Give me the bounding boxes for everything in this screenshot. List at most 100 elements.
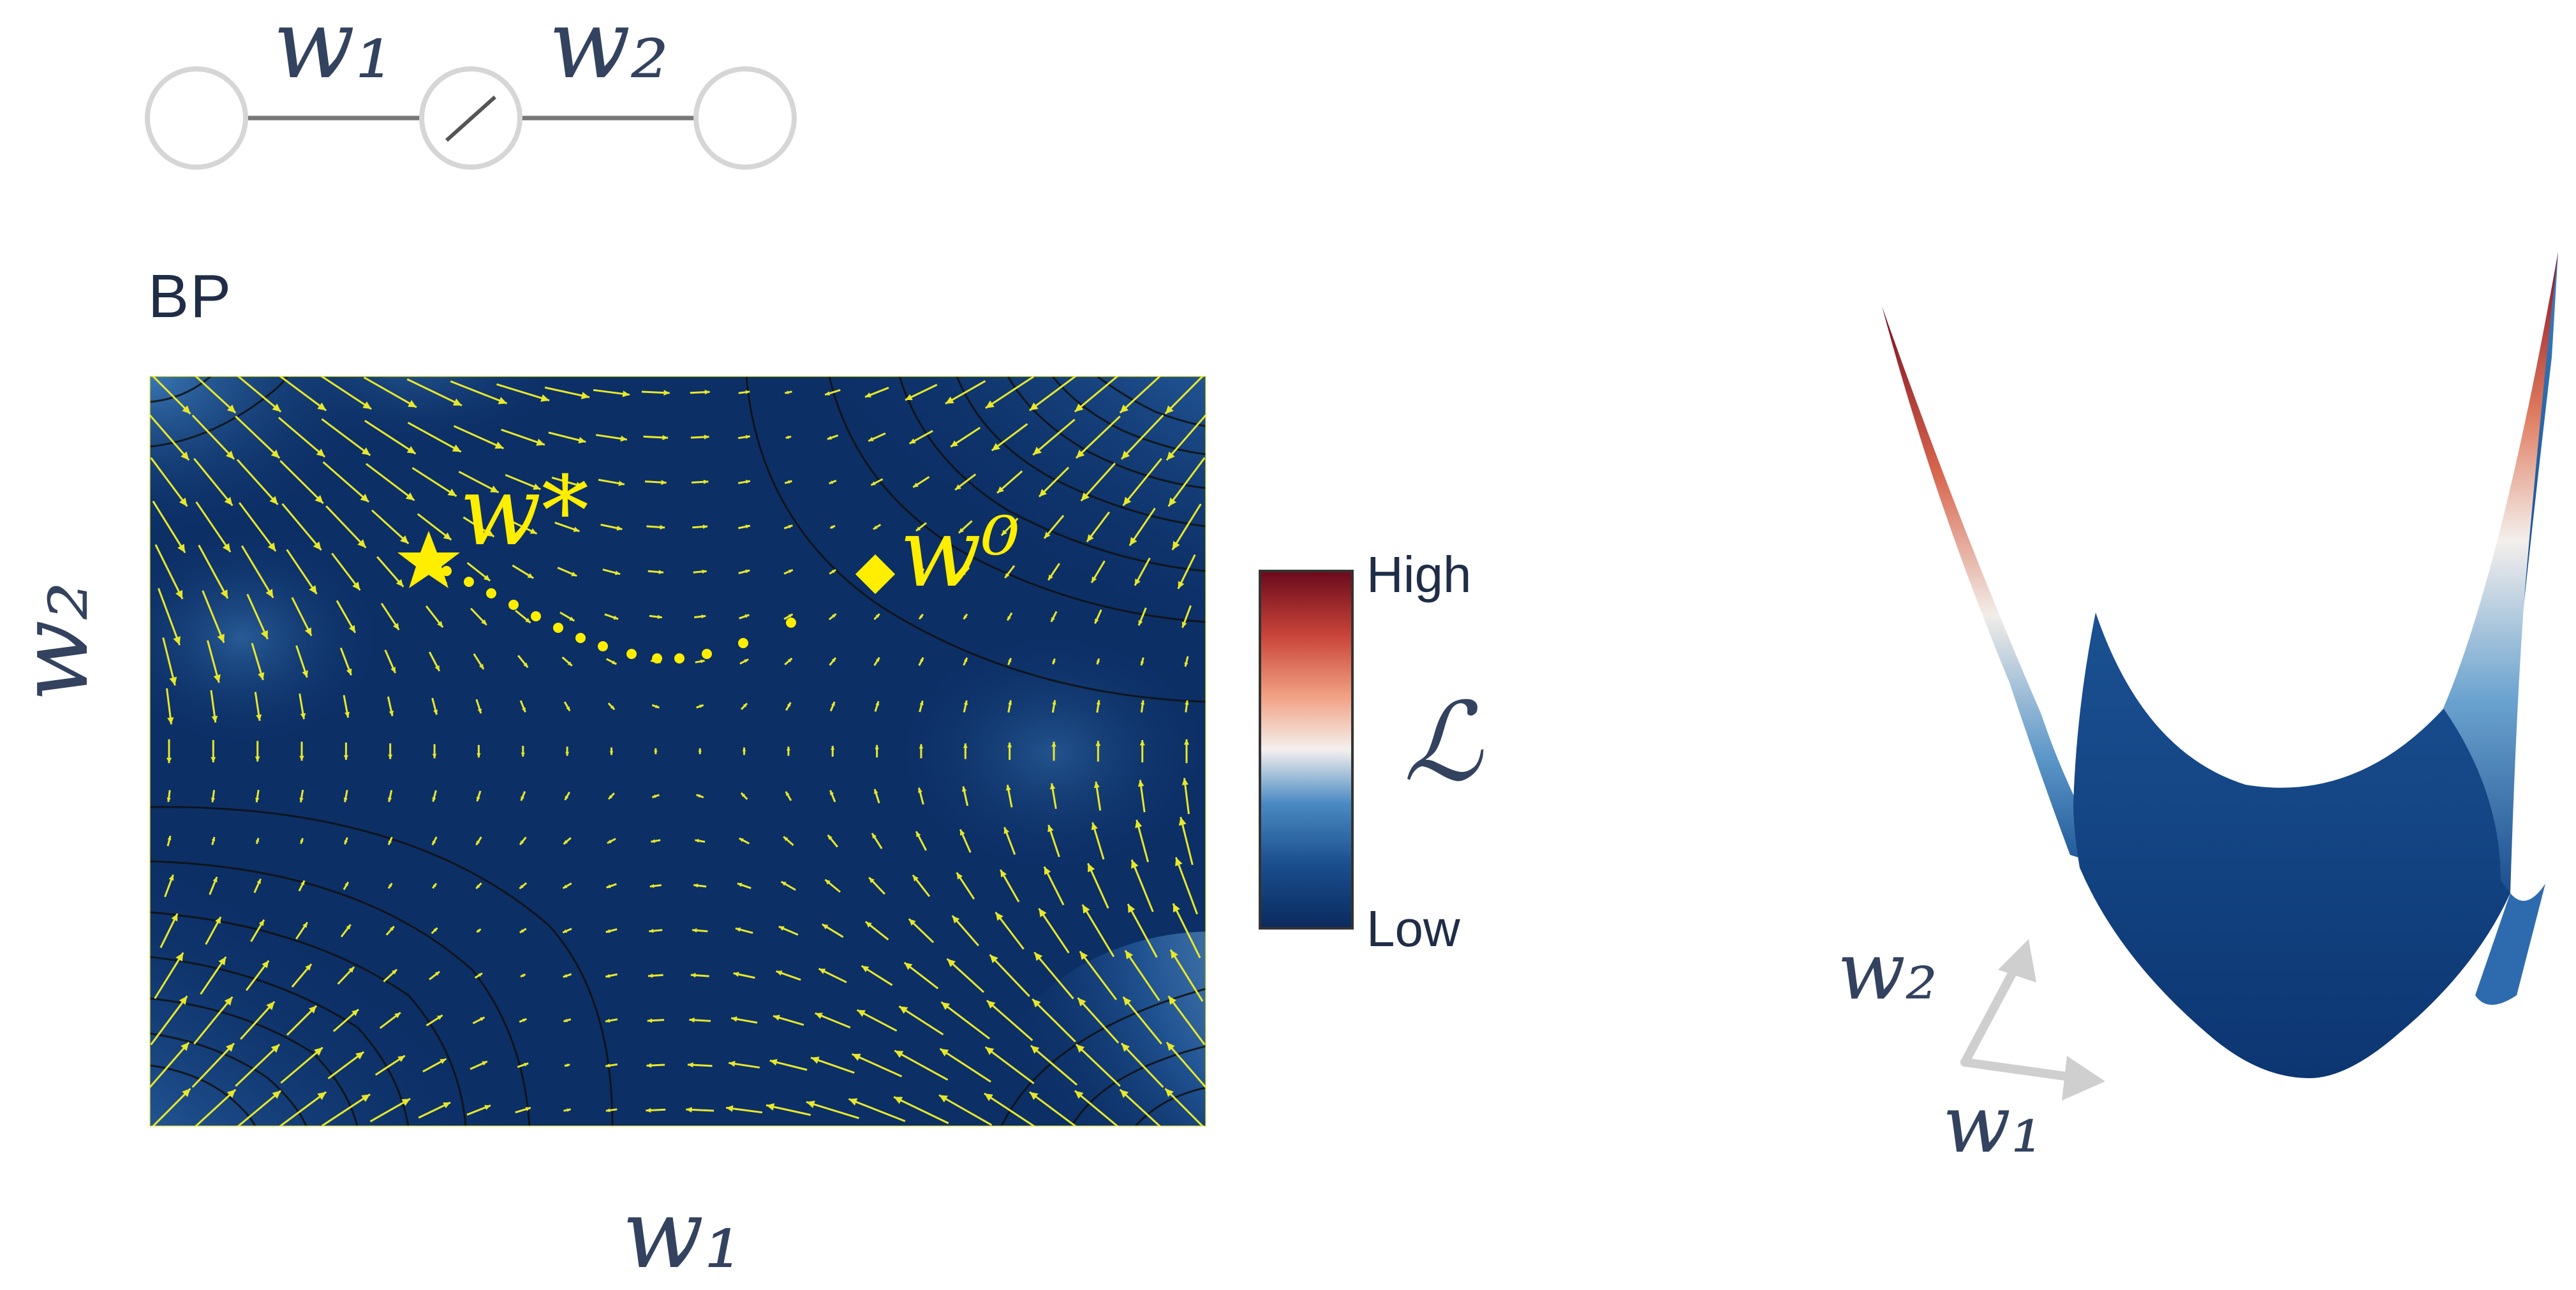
axis-w1-arrow	[1960, 1058, 2084, 1083]
gradient-arrowhead	[167, 836, 172, 840]
gradient-arrowhead	[309, 1005, 317, 1014]
gradient-arrowhead	[614, 570, 621, 575]
gradient-arrowhead	[484, 1105, 491, 1110]
gradient-arrowhead	[818, 968, 826, 974]
gradient-arrow	[280, 1046, 323, 1084]
gradient-arrowhead	[651, 839, 655, 843]
gradient-arrow	[363, 376, 417, 408]
gradient-arrow	[1079, 951, 1117, 1000]
gradient-arrowhead	[476, 797, 480, 801]
gradient-arrow	[194, 1088, 237, 1126]
gradient-arrowhead	[400, 535, 409, 544]
gradient-arrowhead	[1135, 820, 1143, 829]
gradient-arrowhead	[1166, 451, 1175, 461]
gradient-arrowhead	[1125, 950, 1134, 960]
gradient-arrowhead	[831, 746, 835, 750]
gradient-arrowhead	[167, 717, 174, 725]
gradient-arrowhead	[258, 672, 265, 680]
gradient-arrowhead	[939, 1095, 948, 1102]
gradient-arrow	[246, 593, 269, 640]
gradient-arrowhead	[432, 753, 437, 759]
gradient-arrowhead	[894, 1050, 904, 1058]
gradient-arrow	[322, 461, 370, 503]
gradient-arrow	[365, 463, 415, 501]
gradient-arrowhead	[361, 447, 371, 456]
gradient-arrowhead	[212, 877, 218, 883]
gradient-arrowhead	[1183, 739, 1190, 745]
gradient-arrowhead	[173, 636, 181, 646]
gradient-arrowhead	[686, 1107, 692, 1113]
gradient-arrowhead	[1170, 949, 1178, 959]
gradient-arrowhead	[352, 1009, 359, 1016]
gradient-arrowhead	[524, 1062, 529, 1067]
gradient-arrow	[321, 418, 371, 456]
gradient-arrowhead	[181, 1042, 189, 1051]
gradient-arrow	[898, 1005, 944, 1035]
gradient-arrowhead	[815, 1012, 823, 1019]
gradient-arrowhead	[1051, 617, 1055, 622]
gradient-arrowhead	[266, 1001, 275, 1011]
gradient-arrowhead	[222, 543, 231, 552]
gradient-arrow	[1120, 414, 1164, 460]
gradient-arrowhead	[1044, 866, 1051, 875]
gradient-arrowhead	[737, 882, 743, 887]
gradient-arrowhead	[256, 714, 262, 721]
gradient-arrowhead	[654, 750, 658, 755]
gradient-arrowhead	[522, 1018, 527, 1022]
gradient-arrowhead	[832, 614, 836, 618]
gradient-arrowhead	[175, 589, 183, 599]
gradient-arrowhead	[787, 436, 792, 440]
gradient-arrow	[946, 958, 985, 993]
gradient-arrowhead	[919, 744, 924, 749]
gradient-arrowhead	[213, 674, 221, 683]
gradient-arrowhead	[986, 1000, 996, 1009]
gradient-arrowhead	[1178, 581, 1185, 589]
gradient-arrowhead	[609, 795, 613, 799]
gradient-arrowhead	[527, 573, 534, 579]
gradient-arrowhead	[997, 486, 1004, 493]
gradient-arrowhead	[348, 625, 355, 633]
gradient-arrowhead	[609, 751, 614, 755]
gradient-arrow	[193, 457, 233, 507]
x-axis-label: w₁	[622, 1179, 743, 1290]
gradient-arrowhead	[432, 840, 436, 845]
gradient-arrow	[1167, 995, 1206, 1046]
gradient-arrowhead	[985, 1047, 995, 1055]
gradient-arrowhead	[1088, 863, 1095, 873]
gradient-arrowhead	[167, 797, 171, 803]
gradient-arrowhead	[865, 921, 872, 928]
gradient-arrowhead	[806, 1101, 815, 1108]
gradient-arrowhead	[477, 929, 481, 933]
gradient-arrow	[1075, 1043, 1121, 1087]
gradient-arrowhead	[1049, 783, 1056, 790]
colorbar-high-label: High	[1366, 546, 1472, 603]
gradient-arrowhead	[1074, 1090, 1084, 1099]
gradient-arrowhead	[733, 972, 739, 977]
gradient-arrow	[851, 1053, 903, 1078]
gradient-arrow	[320, 376, 372, 410]
gradient-arrowhead	[1121, 1043, 1130, 1052]
loss-surface-3d	[1882, 252, 2558, 1078]
gradient-arrowhead	[696, 794, 700, 798]
gradient-arrowhead	[916, 831, 921, 838]
gradient-arrowhead	[984, 1093, 993, 1101]
gradient-arrowhead	[1178, 817, 1187, 826]
gradient-arrowhead	[476, 840, 480, 845]
gradient-arrowhead	[648, 974, 653, 978]
gradient-arrowhead	[529, 528, 537, 534]
gradient-arrow	[152, 376, 191, 415]
gradient-arrow	[1077, 997, 1120, 1044]
gradient-arrow	[848, 1098, 906, 1122]
gradient-arrow	[325, 505, 367, 549]
gradient-arrow	[1164, 1088, 1204, 1126]
gradient-arrowhead	[852, 1053, 861, 1061]
gradient-arrowhead	[919, 614, 923, 618]
gradient-arrowhead	[1128, 904, 1136, 913]
gradient-arrowhead	[478, 973, 483, 977]
gradient-arrowhead	[611, 705, 615, 710]
y-axis-label: w₂	[0, 581, 110, 702]
gradient-arrowhead	[652, 794, 656, 798]
gradient-arrow	[195, 501, 232, 553]
gradient-arrowhead	[689, 1017, 695, 1023]
